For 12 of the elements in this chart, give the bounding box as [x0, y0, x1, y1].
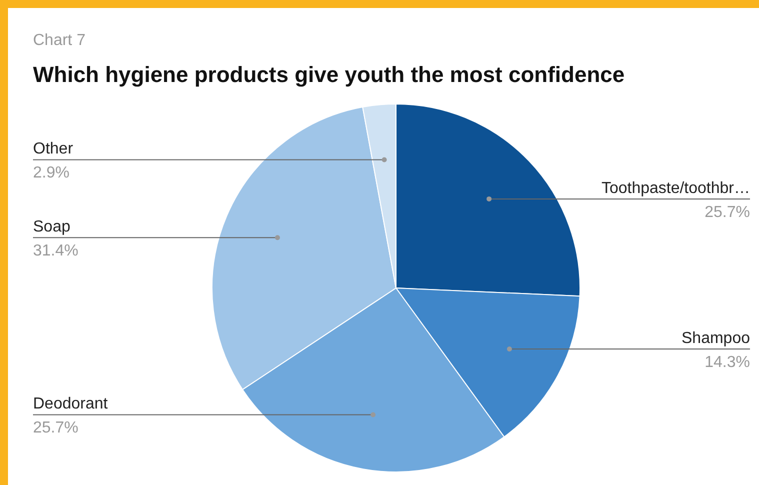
data-label: 14.3% [704, 354, 750, 371]
chart-title: Which hygiene products give youth the most confidence [33, 62, 625, 88]
slice-label: Other [33, 140, 74, 158]
slice-label: Toothpaste/toothbr… [601, 180, 750, 197]
chart-subtitle: Chart 7 [33, 32, 86, 50]
slice-label: Soap [33, 218, 70, 236]
data-label: 2.9% [33, 164, 70, 182]
data-label: 31.4% [33, 242, 78, 260]
slice-label: Shampoo [682, 330, 750, 347]
data-label: 25.7% [33, 420, 78, 437]
data-label: 25.7% [704, 204, 750, 221]
slice-label: Deodorant [33, 396, 108, 413]
